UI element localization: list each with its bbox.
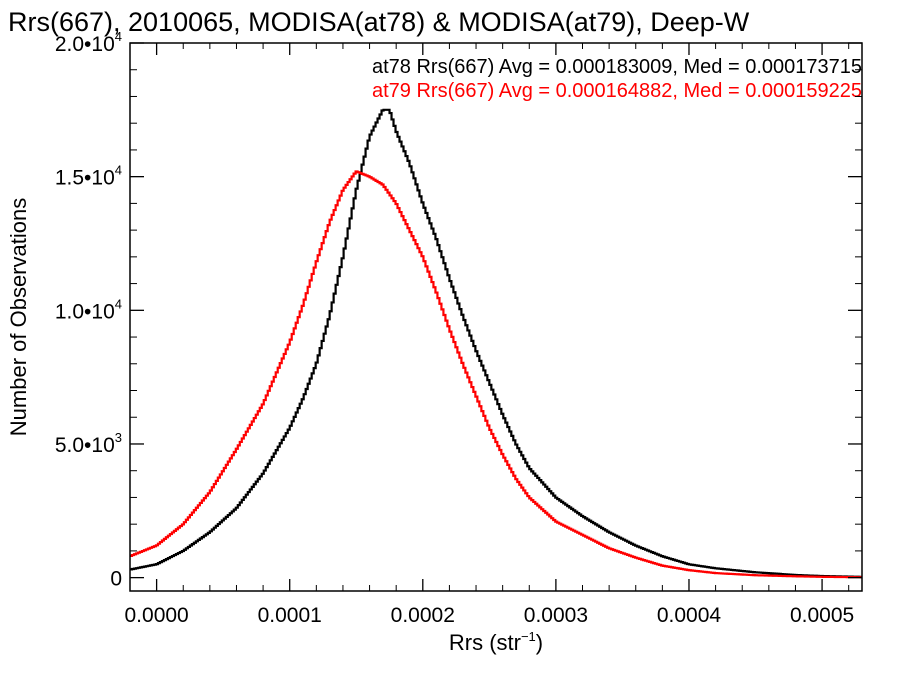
x-axis-title-tail: ) xyxy=(536,630,543,655)
stat-annotations: at78 Rrs(667) Avg = 0.000183009, Med = 0… xyxy=(372,56,862,102)
x-tick-label: 0.0000 xyxy=(125,604,189,627)
y-tick-label: 1.5•104 xyxy=(55,163,122,190)
x-tick-label: 0.0003 xyxy=(524,604,588,627)
x-tick-label: 0.0001 xyxy=(258,604,322,627)
x-tick-label: 0.0004 xyxy=(657,604,722,627)
x-axis-title: Rrs (str−1) xyxy=(449,629,543,655)
chart-title: Rrs(667), 2010065, MODISA(at78) & MODISA… xyxy=(8,7,750,37)
y-axis-title: Number of Observations xyxy=(6,198,31,436)
stat-text-at78: at78 Rrs(667) Avg = 0.000183009, Med = 0… xyxy=(372,56,862,78)
y-tick-label: 0 xyxy=(110,568,122,591)
x-tick-label: 0.0005 xyxy=(790,604,854,627)
x-axis-title-text: Rrs (str xyxy=(449,630,521,655)
y-tick-label: 1.0•104 xyxy=(55,296,122,323)
series-line-at79 xyxy=(130,170,862,579)
plot-frame xyxy=(129,42,863,592)
y-tick-label: 2.0•104 xyxy=(55,29,122,56)
x-tick-label: 0.0002 xyxy=(391,604,455,627)
y-axis: 0 5.0•103 1.0•104 1.5•104 2.0•104 xyxy=(55,29,862,591)
series-layer xyxy=(130,108,862,579)
x-axis: 0.0000 0.0001 0.0002 0.0003 0.0004 0.0005 xyxy=(125,43,854,627)
series-line-at78 xyxy=(130,108,862,578)
x-axis-title-sup: −1 xyxy=(521,629,536,644)
stat-text-at79: at79 Rrs(667) Avg = 0.000164882, Med = 0… xyxy=(372,80,862,102)
y-tick-label: 5.0•103 xyxy=(55,430,122,457)
